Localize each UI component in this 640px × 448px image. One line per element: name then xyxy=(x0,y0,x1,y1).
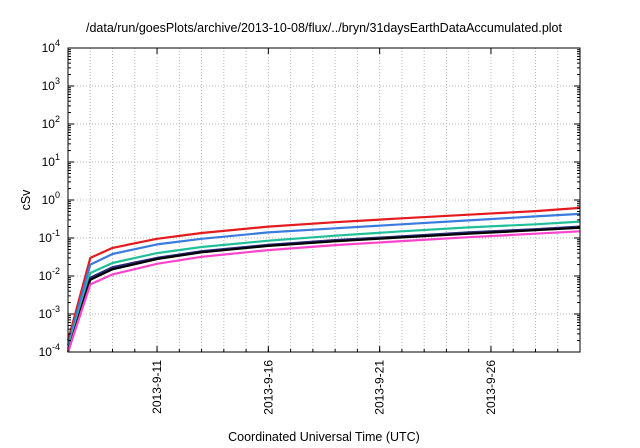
x-tick-label: 2013-9-26 xyxy=(484,360,498,415)
series-line-6 xyxy=(66,230,581,353)
series-layer xyxy=(66,206,581,353)
y-tick-label: 102 xyxy=(42,114,60,131)
y-tick-label: 103 xyxy=(42,76,60,93)
y-tick-label: 101 xyxy=(42,152,60,169)
y-tick-label: 10-4 xyxy=(39,342,60,359)
chart-title: /data/run/goesPlots/archive/2013-10-08/f… xyxy=(86,21,562,35)
grid-lines xyxy=(68,48,580,352)
series-line-1 xyxy=(66,206,581,341)
y-tick-label: 10-3 xyxy=(39,304,60,321)
x-tick-label: 2013-9-16 xyxy=(261,360,275,415)
y-tick-label: 100 xyxy=(42,190,60,207)
series-line-5 xyxy=(66,226,581,353)
y-tick-labels: 10-4 10-3 10-2 10-1 100 101 102 103 104 xyxy=(39,38,60,359)
y-axis-title: cSv xyxy=(19,189,33,211)
series-line-3 xyxy=(66,220,581,350)
x-axis-title: Coordinated Universal Time (UTC) xyxy=(228,430,420,444)
x-tick-labels: 2013-9-11 2013-9-16 2013-9-21 2013-9-26 xyxy=(150,360,498,415)
y-tick-label: 10-1 xyxy=(39,228,60,245)
series-line-2 xyxy=(66,212,581,346)
x-tick-label: 2013-9-11 xyxy=(150,360,164,414)
x-tick-label: 2013-9-21 xyxy=(373,360,387,415)
axis-ticks xyxy=(68,47,580,353)
y-tick-label: 104 xyxy=(42,38,60,55)
y-tick-label: 10-2 xyxy=(39,266,60,283)
